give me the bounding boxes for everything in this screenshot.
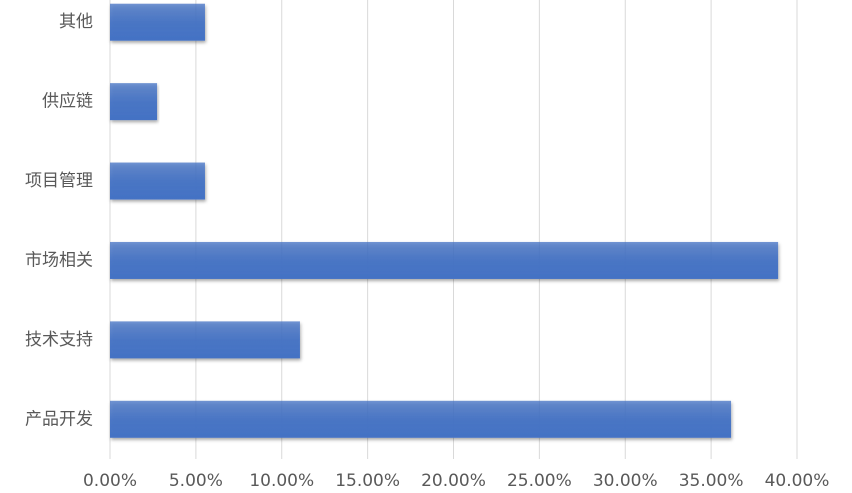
y-tick-label: 市场相关 xyxy=(25,250,93,270)
x-tick-label: 5.00% xyxy=(169,471,223,491)
x-tick-label: 15.00% xyxy=(335,471,400,491)
bar xyxy=(110,321,300,359)
x-tick-label: 20.00% xyxy=(421,471,486,491)
y-tick-label: 产品开发 xyxy=(25,409,93,429)
bar xyxy=(110,83,158,121)
x-tick-label: 25.00% xyxy=(507,471,572,491)
bar xyxy=(110,241,779,279)
bar xyxy=(110,162,205,200)
x-tick-label: 35.00% xyxy=(679,471,744,491)
bar xyxy=(110,3,205,41)
x-tick-label: 30.00% xyxy=(593,471,658,491)
x-tick-label: 0.00% xyxy=(83,471,137,491)
y-tick-label: 供应链 xyxy=(42,92,93,112)
x-tick-label: 40.00% xyxy=(765,471,830,491)
bar xyxy=(110,400,732,438)
y-tick-label: 项目管理 xyxy=(25,171,93,191)
y-tick-label: 技术支持 xyxy=(25,330,93,350)
x-tick-label: 10.00% xyxy=(249,471,314,491)
y-tick-label: 其他 xyxy=(59,12,93,32)
